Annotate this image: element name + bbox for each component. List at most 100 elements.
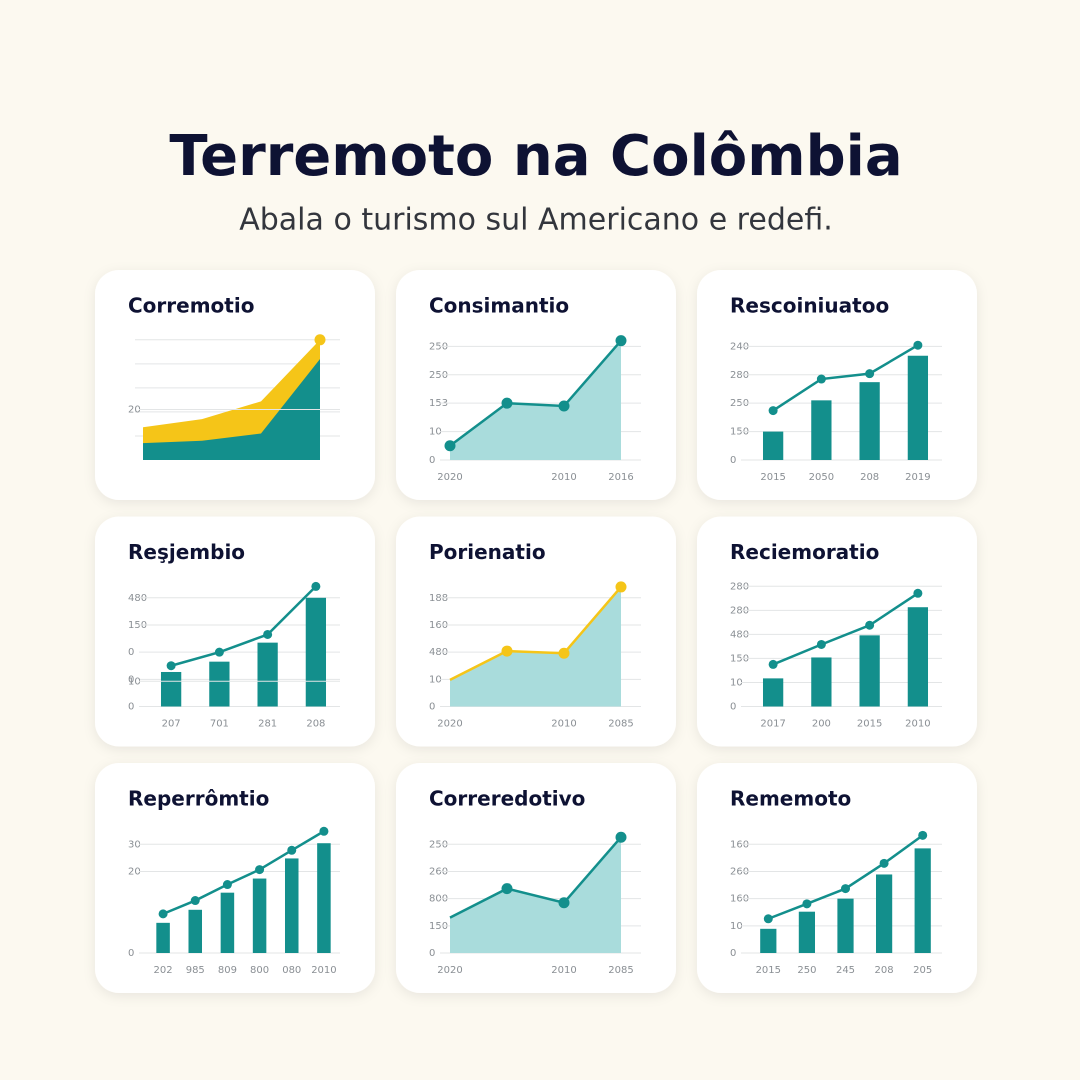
marker bbox=[255, 865, 265, 875]
bar bbox=[859, 635, 880, 707]
y-tick-label: 150 bbox=[730, 427, 749, 438]
y-tick-label: 20 bbox=[128, 866, 141, 877]
x-tick-label: 2085 bbox=[608, 719, 633, 730]
bar bbox=[762, 431, 784, 460]
x-tick-label: 208 bbox=[860, 472, 879, 483]
x-tick-label: 2085 bbox=[608, 965, 633, 976]
marker bbox=[311, 581, 321, 591]
bar bbox=[257, 642, 278, 707]
x-tick-label: 281 bbox=[258, 719, 277, 730]
marker bbox=[444, 440, 456, 452]
x-tick-label: 2010 bbox=[311, 965, 336, 976]
line bbox=[449, 339, 622, 447]
marker bbox=[802, 899, 812, 909]
marker bbox=[214, 647, 224, 657]
chart-title: Correredotivo bbox=[429, 787, 585, 811]
marker bbox=[865, 620, 875, 630]
x-tick-label: 2020 bbox=[437, 965, 462, 976]
x-tick-label: 809 bbox=[218, 965, 237, 976]
y-tick-label: 0 bbox=[429, 702, 435, 713]
y-tick-label: 0 bbox=[128, 674, 134, 685]
x-tick-label: 245 bbox=[836, 965, 855, 976]
bar bbox=[284, 858, 299, 953]
y-tick-label: 150 bbox=[730, 653, 749, 664]
y-tick-label: 160 bbox=[730, 894, 749, 905]
marker bbox=[615, 831, 627, 843]
marker bbox=[263, 629, 273, 639]
y-tick-label: 30 bbox=[128, 839, 141, 850]
y-tick-label: 280 bbox=[730, 581, 749, 592]
marker bbox=[615, 335, 627, 347]
y-tick-label: 0 bbox=[429, 948, 435, 959]
y-tick-label: 10 bbox=[429, 674, 442, 685]
chart-title: Rescoiniuatoo bbox=[730, 294, 889, 318]
x-tick-label: 208 bbox=[306, 719, 325, 730]
marker bbox=[319, 826, 329, 836]
marker bbox=[913, 340, 923, 350]
y-tick-label: 0 bbox=[128, 647, 134, 658]
bar bbox=[907, 607, 929, 707]
x-tick-label: 2010 bbox=[551, 472, 576, 483]
marker bbox=[190, 896, 200, 906]
x-tick-label: 2020 bbox=[437, 719, 462, 730]
chart-title: Reciemoratio bbox=[730, 540, 879, 564]
y-tick-label: 0 bbox=[429, 455, 435, 466]
bar bbox=[859, 382, 880, 460]
y-tick-label: 10 bbox=[730, 677, 743, 688]
bar bbox=[188, 909, 203, 953]
y-tick-label: 150 bbox=[429, 921, 448, 932]
y-tick-label: 153 bbox=[429, 398, 448, 409]
x-tick-label: 2010 bbox=[551, 719, 576, 730]
y-tick-label: 20 bbox=[128, 405, 141, 416]
bar bbox=[798, 911, 816, 953]
y-tick-label: 480 bbox=[128, 593, 147, 604]
chart-title: Reperrômtio bbox=[128, 787, 269, 811]
y-tick-label: 160 bbox=[730, 839, 749, 850]
x-tick-label: 080 bbox=[282, 965, 301, 976]
bar bbox=[760, 928, 777, 953]
marker bbox=[222, 880, 232, 890]
marker bbox=[558, 897, 570, 909]
x-tick-label: 205 bbox=[913, 965, 932, 976]
x-tick-label: 207 bbox=[162, 719, 181, 730]
chart-title: Corremotio bbox=[128, 294, 254, 318]
x-tick-label: 2015 bbox=[756, 965, 781, 976]
y-tick-label: 280 bbox=[730, 370, 749, 381]
x-tick-label: 2050 bbox=[809, 472, 834, 483]
marker bbox=[841, 884, 850, 894]
bar bbox=[837, 898, 854, 953]
x-tick-label: 2019 bbox=[905, 472, 930, 483]
y-tick-label: 260 bbox=[730, 866, 749, 877]
marker bbox=[558, 647, 570, 659]
y-tick-label: 10 bbox=[730, 921, 743, 932]
marker bbox=[558, 400, 570, 412]
y-tick-label: 160 bbox=[429, 620, 448, 631]
marker bbox=[501, 397, 513, 409]
y-tick-label: 188 bbox=[429, 593, 448, 604]
marker bbox=[287, 845, 297, 855]
y-tick-label: 0 bbox=[128, 948, 134, 959]
y-tick-label: 240 bbox=[730, 341, 749, 352]
x-tick-label: 985 bbox=[186, 965, 205, 976]
y-tick-label: 800 bbox=[429, 894, 448, 905]
x-tick-label: 2010 bbox=[905, 719, 930, 730]
y-tick-label: 150 bbox=[128, 620, 147, 631]
chart-title: Reşjembio bbox=[128, 540, 245, 564]
marker bbox=[816, 374, 826, 384]
bar bbox=[811, 657, 832, 707]
bar bbox=[156, 922, 170, 953]
marker bbox=[865, 369, 875, 379]
y-tick-label: 0 bbox=[730, 455, 736, 466]
y-tick-label: 250 bbox=[429, 370, 448, 381]
area bbox=[450, 340, 621, 460]
page-subtitle: Abala o turismo sul Americano e redefi. bbox=[239, 203, 833, 238]
x-tick-label: 2010 bbox=[551, 965, 576, 976]
bar bbox=[875, 874, 893, 953]
line bbox=[449, 586, 622, 681]
x-tick-label: 202 bbox=[154, 965, 173, 976]
marker bbox=[314, 334, 326, 346]
marker bbox=[166, 661, 176, 671]
bar bbox=[914, 848, 931, 953]
y-tick-label: 480 bbox=[730, 629, 749, 640]
